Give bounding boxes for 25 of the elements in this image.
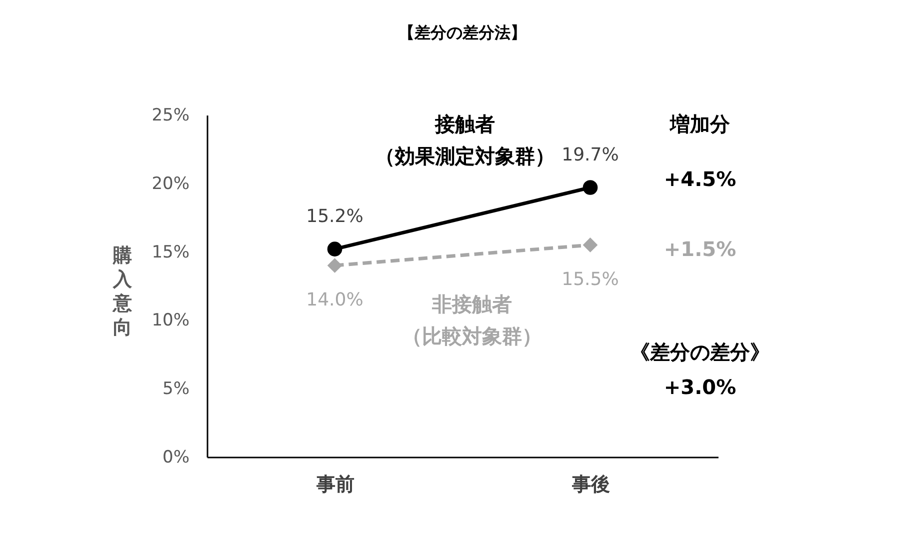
data-label: 15.2% — [306, 206, 364, 228]
y-tick-label: 5% — [162, 379, 190, 400]
y-tick-label: 25% — [152, 106, 190, 126]
x-tick-label: 事前 — [315, 474, 354, 496]
chart-title: 【差分の差分法】 — [398, 23, 526, 42]
y-tick-label: 10% — [152, 310, 190, 331]
point — [582, 238, 598, 252]
y-axis-title: 購入意向 — [112, 244, 133, 338]
annotation: +4.5% — [664, 167, 736, 191]
y-tick-label: 0% — [162, 448, 190, 468]
data-label: 19.7% — [562, 144, 619, 166]
x-tick-label: 事後 — [570, 474, 610, 496]
point — [327, 242, 342, 256]
annotation: +3.0% — [664, 375, 736, 399]
annotation: 《差分の差分》 — [630, 340, 770, 364]
y-tick-label: 15% — [152, 242, 190, 262]
annotation: +1.5% — [664, 237, 736, 261]
data-label: 14.0% — [306, 289, 364, 310]
y-tick-label: 20% — [152, 174, 190, 194]
point — [327, 258, 342, 273]
point — [582, 180, 598, 195]
series-label: 接触者（効果測定対象群） — [375, 112, 555, 168]
data-label: 15.5% — [562, 268, 619, 290]
annotation: 増加分 — [669, 112, 731, 136]
series-label: 非接触者（比較対象群） — [402, 292, 542, 348]
